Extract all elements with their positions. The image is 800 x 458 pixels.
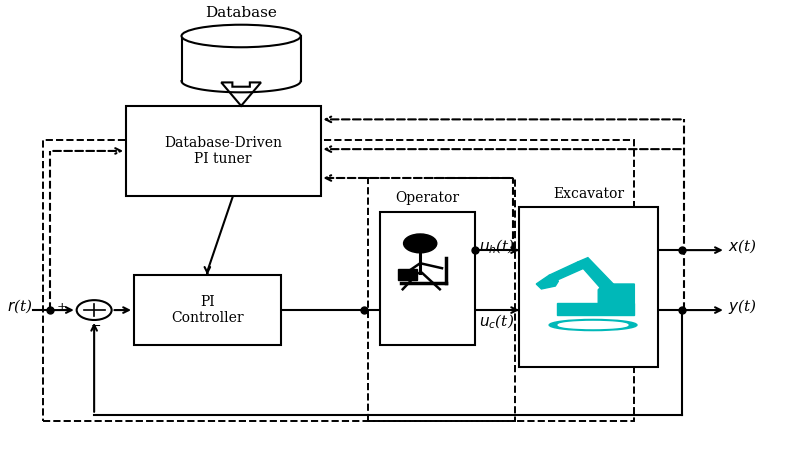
FancyBboxPatch shape [126,106,321,196]
Ellipse shape [549,319,637,331]
Polygon shape [536,275,558,289]
Text: $r$(t): $r$(t) [6,298,32,315]
Text: $y$(t): $y$(t) [728,297,757,316]
Polygon shape [578,257,615,291]
Polygon shape [598,284,634,303]
Text: Database: Database [205,6,277,20]
FancyBboxPatch shape [134,275,281,345]
Text: $x$(t): $x$(t) [728,238,757,256]
Text: $u_c$(t): $u_c$(t) [479,312,514,331]
Text: +: + [57,300,68,314]
Polygon shape [557,303,634,315]
Text: PI
Controller: PI Controller [171,295,244,325]
FancyBboxPatch shape [519,207,658,367]
Text: Database-Driven
PI tuner: Database-Driven PI tuner [164,136,282,166]
Polygon shape [549,262,588,280]
Text: $u_h$(t): $u_h$(t) [479,237,516,256]
Text: Excavator: Excavator [553,186,624,201]
FancyBboxPatch shape [380,212,475,345]
FancyBboxPatch shape [182,36,301,81]
Ellipse shape [182,25,301,47]
Text: −: − [90,320,101,333]
Ellipse shape [558,322,628,328]
Circle shape [77,300,112,320]
FancyBboxPatch shape [398,269,418,280]
Text: Operator: Operator [396,191,460,205]
Polygon shape [222,82,261,106]
Circle shape [403,234,437,253]
